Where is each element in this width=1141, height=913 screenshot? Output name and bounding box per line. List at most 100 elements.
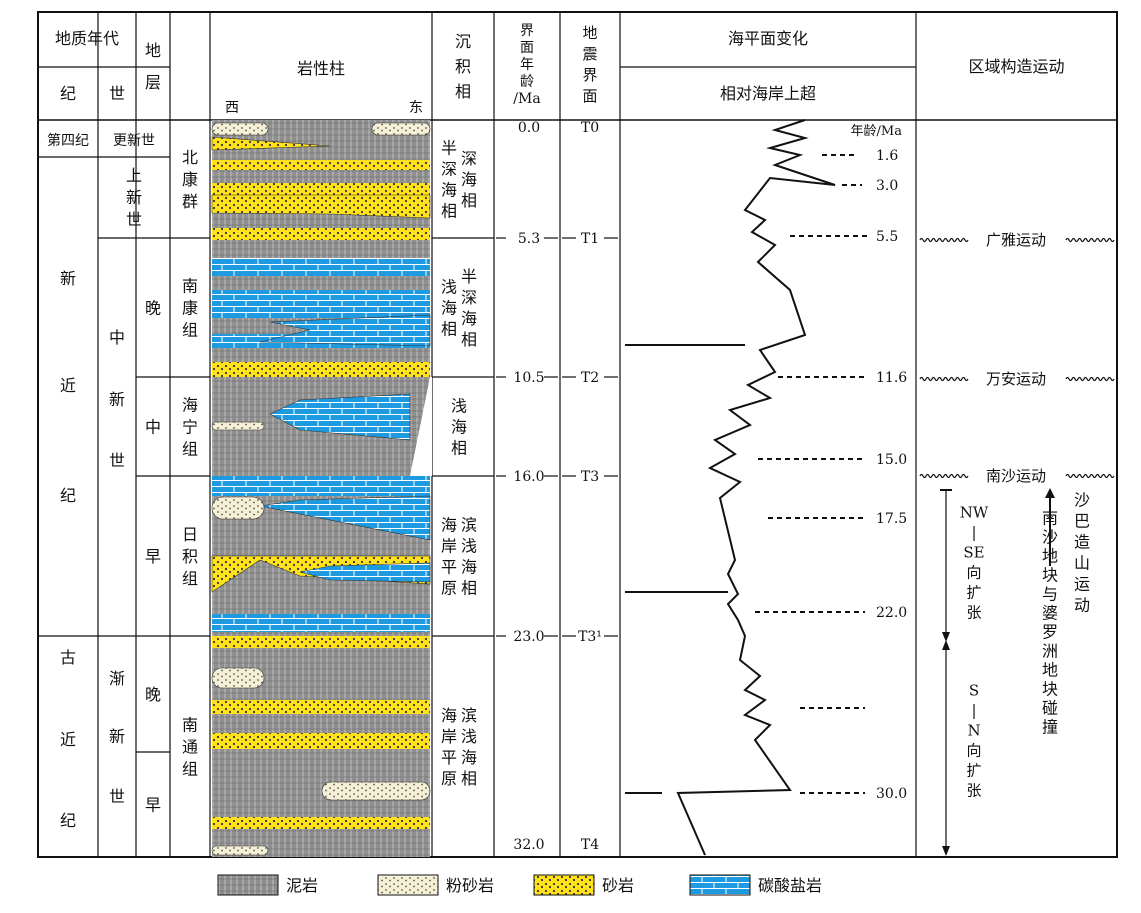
formation-label: 宁 [182,417,198,436]
tectonic-collision: 地 [1042,546,1058,565]
sea-level-line [676,119,836,856]
tectonic-direction: | [971,523,976,541]
header-boundary-age: 面 [520,40,534,56]
facies-label: 海 [441,515,457,534]
sandstone-lens [211,136,331,151]
boundary-age: 32.0 [513,837,544,853]
carbonate-bed [212,290,430,304]
legend-label: 砂岩 [602,876,634,895]
boundary-age: 5.3 [518,231,540,247]
legend: 泥岩 粉砂岩 砂岩 碳酸盐岩 [217,874,822,896]
facies-label: 浅 [461,727,477,746]
epoch-label: 新 [109,390,125,409]
carbonate-bed [212,304,430,318]
tectonic-collision: 罗 [1042,622,1058,641]
tectonic-collision: 南 [1042,508,1058,527]
facies-label: 原 [441,769,457,788]
facies-label: 滨 [461,706,477,725]
tectonic-direction: | [971,701,976,719]
header-geo-age: 地质年代 [55,29,119,48]
tectonic-events: 广雅运动万安运动南沙运动NW|SE向扩张S|N向扩张南沙地块与婆罗洲地块碰撞沙巴… [919,231,1115,856]
age-label: 3.0 [876,178,898,194]
facies-label: 深 [461,288,477,307]
tectonic-sabah: 动 [1074,595,1090,614]
formation-label: 组 [182,569,198,588]
facies-label: 海 [441,298,457,317]
age-label: 30.0 [876,786,907,802]
carbonate-wedge [269,393,411,441]
sandstone-lens [211,194,431,219]
arrow-head [1045,488,1055,498]
tectonic-direction: 扩 [966,761,981,779]
facies-label: 相 [451,438,467,457]
tectonic-collision: 婆 [1042,603,1058,622]
tectonic-wave [919,237,969,243]
header-facies: 沉 [455,32,471,51]
tectonic-sabah: 山 [1074,553,1090,572]
facies-label: 半 [441,138,457,157]
facies-label: 浅 [461,536,477,555]
facies-label: 相 [441,319,457,338]
formation-label: 组 [182,320,198,339]
subepoch-label: 晚 [145,685,161,704]
tectonic-event-label: 万安运动 [986,370,1046,388]
sandstone-bed [212,733,430,749]
facies-label: 深 [461,149,477,168]
age-label: 5.5 [876,229,898,245]
subepoch-label: 早 [145,796,161,815]
seismic-label: T3¹ [578,629,602,645]
tectonic-wave [919,376,969,382]
subepoch-label: 晚 [145,299,161,318]
hiatus-wedge [410,377,432,476]
siltstone-lens [321,781,431,801]
formation-label: 积 [182,547,198,566]
siltstone-lens [211,667,265,689]
facies-label: 海 [441,706,457,725]
table-grid [37,11,1118,858]
age-label: 1.6 [876,148,898,164]
formation-label: 通 [182,737,198,756]
facies-label: 半 [461,267,477,286]
header-boundary-age: 龄 [520,74,534,90]
boundary-age: 16.0 [513,469,544,485]
header-tectonic: 区域构造运动 [968,57,1064,76]
tectonic-wave [1065,376,1115,382]
carbonate-wedge [299,562,431,583]
tectonic-wave [1065,237,1115,243]
facies-label: 相 [461,578,477,597]
facies-label: 深 [441,159,457,178]
siltstone-lens [211,122,269,136]
formation-label: 群 [182,192,198,211]
seismic-label: T2 [581,370,599,386]
seismic-label: T4 [581,837,599,853]
tectonic-direction: 张 [966,781,981,799]
epoch-label: 上 [126,166,142,185]
siltstone-lens [371,122,431,136]
tectonic-sabah: 造 [1074,532,1090,551]
header-sea-level: 海平面变化 [728,29,808,48]
tectonic-event-label: 南沙运动 [986,467,1046,485]
header-epoch: 世 [109,84,125,103]
header-seismic: 震 [582,45,597,63]
facies-label: 平 [441,557,457,576]
formation-label: 南 [182,276,198,295]
facies-label: 相 [461,769,477,788]
tectonic-direction: 扩 [966,583,981,601]
age-axis-title: 年龄/Ma [851,124,903,139]
epoch-label: 中 [109,328,125,347]
carbonate-bed [212,258,430,276]
facies-label: 海 [451,417,467,436]
facies-label: 岸 [441,536,457,555]
header-facies: 相 [455,82,471,101]
facies-label: 相 [461,330,477,349]
tectonic-collision: 撞 [1042,717,1058,736]
arrow-head [942,632,950,642]
facies-label: 岸 [441,727,457,746]
period-label: 纪 [60,811,76,830]
tectonic-sabah: 巴 [1074,511,1090,530]
seismic-label: T1 [581,231,599,247]
sandstone-bed [212,228,430,240]
header-period: 纪 [60,84,76,103]
